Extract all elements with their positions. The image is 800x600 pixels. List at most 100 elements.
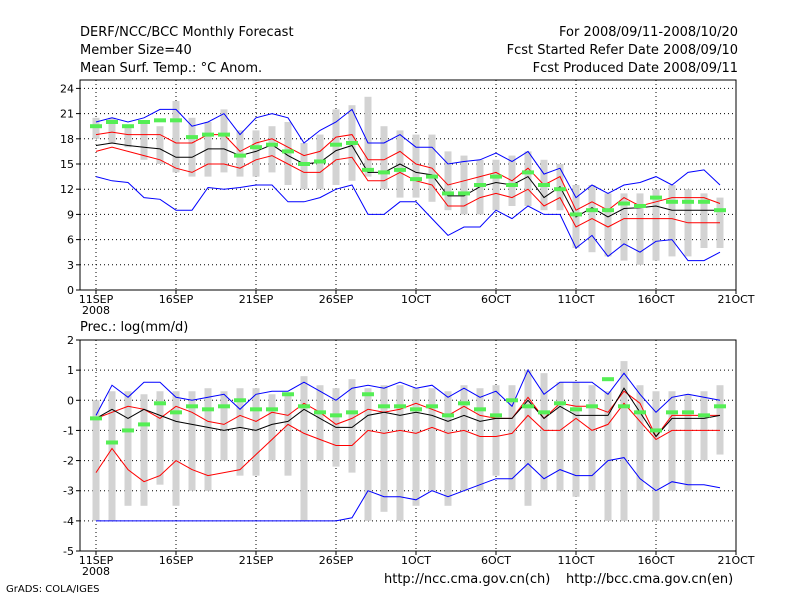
member-size-label: Member Size=40 — [80, 43, 192, 58]
temp-observed-mark — [682, 199, 694, 204]
prec-xtick-label: 1OCT — [401, 554, 431, 567]
prec-mean-line — [95, 387, 721, 438]
prec-observed-mark — [106, 440, 118, 445]
temp-range-box — [92, 117, 100, 139]
temp-range-box — [652, 189, 660, 261]
prec-range-box — [508, 385, 516, 491]
temp-observed-mark — [586, 208, 598, 213]
prec-observed-mark — [138, 422, 150, 427]
prec-observed-mark — [698, 413, 710, 418]
prec-ytick-label: -1 — [63, 424, 74, 437]
prec-range-box — [252, 388, 260, 476]
prec-observed-mark — [538, 410, 550, 415]
prec-xtick-label: 11OCT — [557, 554, 594, 567]
temp-observed-mark — [106, 120, 118, 124]
temp-range-box — [460, 155, 468, 215]
temp-observed-mark — [202, 132, 214, 137]
temp-xtick-label: 26SEP — [319, 293, 354, 306]
temp-ytick-label: 9 — [67, 208, 74, 221]
prec-observed-mark — [410, 407, 422, 412]
temp-observed-mark — [250, 145, 262, 150]
temp-observed-mark — [618, 201, 630, 206]
prec-observed-mark — [122, 428, 134, 433]
prec-range-box — [348, 379, 356, 473]
prec-range-box — [220, 391, 228, 461]
prec-observed-mark — [154, 401, 166, 406]
prec-ytick-label: -5 — [63, 545, 74, 558]
bcc-url-link[interactable]: http://bcc.cma.gov.cn(en) — [566, 572, 734, 587]
prec-ytick-label: -3 — [63, 485, 74, 498]
temp-observed-mark — [634, 204, 646, 208]
temp-observed-mark — [378, 170, 390, 175]
temp-observed-mark — [650, 195, 662, 200]
prec-ytick-label: 0 — [67, 394, 74, 407]
temp-observed-mark — [538, 183, 550, 187]
prec-range-box — [188, 391, 196, 491]
grads-credit: GrADS: COLA/IGES — [6, 584, 100, 595]
temp-range-box — [492, 159, 500, 211]
temp-ytick-label: 12 — [60, 183, 74, 196]
prec-range-box — [636, 385, 644, 491]
temp-range-box — [252, 130, 260, 177]
temp-observed-mark — [554, 187, 566, 192]
prec-observed-mark — [458, 401, 470, 406]
variable-label: Mean Surf. Temp.: °C Anom. — [80, 61, 263, 76]
chart-title: DERF/NCC/BCC Monthly Forecast — [80, 25, 294, 40]
temp-range-box — [700, 193, 708, 248]
temp-range-box — [636, 193, 644, 265]
temp-observed-mark — [426, 174, 438, 179]
temp-xtick-label: 21OCT — [717, 293, 754, 306]
temp-range-box — [236, 130, 244, 177]
prec-range-box — [92, 400, 100, 521]
temp-observed-mark — [266, 142, 278, 147]
prec-observed-mark — [170, 410, 182, 415]
prec-range-box — [284, 394, 292, 476]
temp-range-box — [268, 126, 276, 173]
prec-observed-mark — [634, 410, 646, 415]
prec-range-box — [268, 394, 276, 461]
temp-observed-mark — [282, 149, 294, 154]
temp-observed-mark — [314, 159, 326, 164]
temp-lower-line — [95, 146, 720, 228]
temp-observed-mark — [298, 162, 310, 166]
temp-range-box — [524, 151, 532, 206]
temp-xtick-label: 16SEP — [159, 293, 194, 306]
prec-range-box — [540, 373, 548, 491]
temp-range-box — [284, 122, 292, 185]
prec-observed-mark — [362, 392, 374, 397]
prec-observed-mark — [474, 407, 486, 412]
temp-range-box — [668, 185, 676, 257]
temp-range-box — [124, 126, 132, 148]
temp-observed-mark — [666, 199, 678, 204]
temp-ytick-label: 3 — [67, 259, 74, 272]
prec-xtick-label: 16OCT — [637, 554, 674, 567]
prec-observed-mark — [282, 392, 294, 397]
prec-range-box — [364, 388, 372, 521]
temp-ytick-label: 18 — [60, 133, 74, 146]
prec-xtick-label: 6OCT — [481, 554, 511, 567]
prec-range-box — [380, 385, 388, 512]
prec-observed-mark — [506, 398, 518, 403]
temp-xtick-label: 6OCT — [481, 293, 511, 306]
prec-observed-mark — [298, 404, 310, 409]
temp-ytick-label: 0 — [67, 284, 74, 297]
temp-observed-mark — [490, 174, 502, 179]
prec-range-box — [684, 394, 692, 491]
temp-observed-mark — [714, 208, 726, 213]
temp-observed-mark — [394, 167, 406, 172]
ncc-url-link[interactable]: http://ncc.cma.gov.cn(ch) — [384, 572, 551, 587]
temp-range-box — [188, 117, 196, 177]
temp-observed-mark — [218, 132, 230, 137]
prec-range-box — [108, 391, 116, 521]
temp-max-line — [95, 108, 721, 199]
prec-observed-mark — [394, 404, 406, 409]
temp-observed-mark — [410, 177, 422, 182]
temp-ytick-label: 6 — [67, 234, 74, 247]
prec-observed-mark — [586, 404, 598, 409]
prec-ytick-label: 2 — [67, 334, 74, 347]
prec-range-box — [492, 385, 500, 476]
prec-range-box — [172, 391, 180, 506]
prec-observed-mark — [570, 407, 582, 412]
